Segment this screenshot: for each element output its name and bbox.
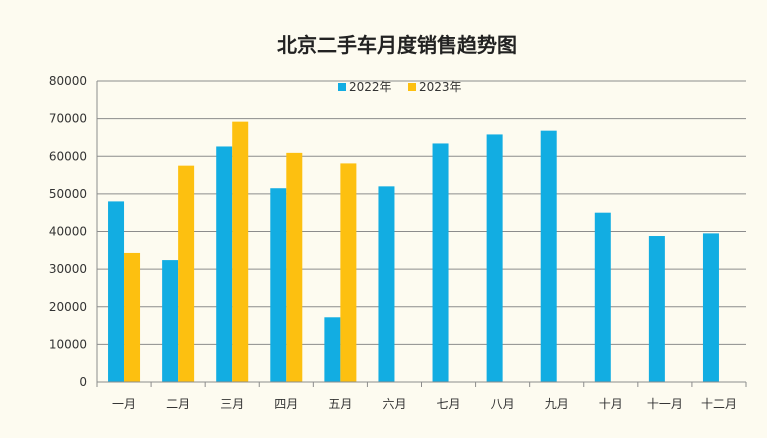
bar-series-1 bbox=[702, 233, 719, 382]
bar-series-2 bbox=[124, 252, 141, 382]
bar-series-2 bbox=[340, 163, 357, 382]
bar-series-1 bbox=[378, 186, 395, 382]
y-tick-label: 30000 bbox=[49, 262, 87, 276]
legend: 2022年 2023年 bbox=[338, 80, 462, 94]
chart-title: 北京二手车月度销售趋势图 bbox=[277, 33, 517, 57]
x-tick-label: 十月 bbox=[599, 397, 623, 411]
x-tick-label: 九月 bbox=[545, 397, 569, 411]
y-tick-label: 20000 bbox=[49, 300, 87, 314]
x-tick-label: 八月 bbox=[491, 397, 515, 411]
y-tick-label: 10000 bbox=[49, 337, 87, 351]
y-tick-label: 60000 bbox=[49, 149, 87, 163]
x-tick-label: 十一月 bbox=[647, 397, 683, 411]
bar-series-1 bbox=[324, 317, 341, 382]
bar-series-2 bbox=[178, 165, 195, 382]
legend-label: 2022年 bbox=[349, 80, 392, 94]
bar-series-1 bbox=[648, 236, 665, 382]
y-tick-label: 80000 bbox=[49, 74, 87, 88]
x-tick-label: 六月 bbox=[382, 397, 406, 411]
x-tick-label: 五月 bbox=[328, 397, 352, 411]
y-tick-label: 40000 bbox=[49, 225, 87, 239]
bar-series-1 bbox=[486, 134, 503, 382]
x-tick-label: 四月 bbox=[274, 397, 298, 411]
bar-series-1 bbox=[432, 143, 449, 382]
x-tick-label: 十二月 bbox=[701, 397, 737, 411]
y-tick-label: 0 bbox=[79, 375, 87, 389]
bar-series-1 bbox=[540, 130, 557, 382]
x-tick-label: 一月 bbox=[112, 397, 136, 411]
gridlines bbox=[97, 80, 746, 345]
legend-label: 2023年 bbox=[419, 80, 462, 94]
legend-swatch bbox=[408, 83, 416, 91]
x-tick-label: 二月 bbox=[166, 397, 190, 411]
bar-series-1 bbox=[270, 188, 287, 382]
x-tick-label: 七月 bbox=[437, 397, 461, 411]
bar-series-2 bbox=[232, 121, 249, 382]
bars bbox=[108, 121, 719, 382]
x-tick-label: 三月 bbox=[220, 397, 244, 411]
y-tick-label: 50000 bbox=[49, 187, 87, 201]
legend-swatch bbox=[338, 83, 346, 91]
bar-series-1 bbox=[216, 146, 233, 382]
axes: 0 10000 20000 30000 40000 50000 60000 70000 8000… bbox=[49, 74, 747, 411]
bar-series-1 bbox=[594, 212, 611, 382]
bar-series-2 bbox=[286, 152, 303, 382]
bar-series-1 bbox=[162, 260, 179, 382]
bar-series-1 bbox=[108, 201, 125, 382]
y-tick-label: 70000 bbox=[49, 112, 87, 126]
